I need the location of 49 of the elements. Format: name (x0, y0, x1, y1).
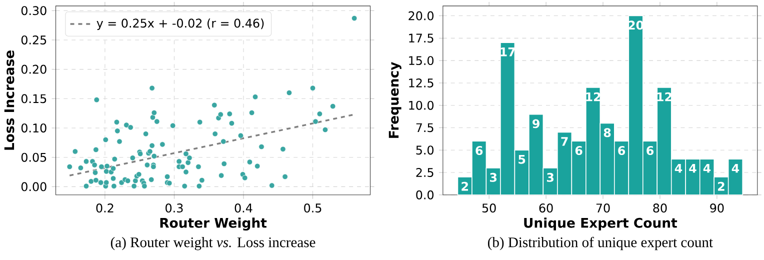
y-tick-label: 0.0 (416, 190, 434, 200)
data-label: 4 (674, 164, 682, 172)
data-label: 2 (718, 182, 724, 191)
data-label: 6 (646, 146, 654, 155)
data-label: 5 (518, 154, 526, 164)
x-tick-label: 80 (653, 203, 667, 212)
y-tick-label: 0.05 (21, 152, 46, 162)
y-tick-label: 2.5 (416, 168, 434, 177)
x-tick-label: 70 (596, 203, 610, 212)
y-axis-title: Frequency (388, 62, 402, 138)
data-label: 4 (689, 164, 696, 172)
data-label: 6 (476, 146, 483, 155)
data-label: 9 (532, 119, 540, 128)
x-tick-label: 50 (482, 203, 496, 212)
y-tick-label: 0.30 (21, 6, 46, 15)
x-tick-label: 60 (539, 203, 553, 212)
y-tick-label: 20.0 (408, 11, 434, 20)
data-label: 6 (618, 146, 626, 155)
data-label: 3 (490, 172, 497, 182)
y-tick-label: 0.15 (21, 94, 46, 104)
data-label: 3 (546, 172, 554, 182)
y-tick-label: 15.0 (409, 56, 434, 65)
data-label: 4 (732, 164, 740, 172)
x-tick-label: 0.4 (234, 203, 252, 212)
y-tick-label: 5.0 (416, 145, 434, 154)
data-label: 8 (604, 128, 611, 137)
x-tick-label: 90 (710, 203, 724, 212)
x-tick-label: 0.3 (166, 203, 183, 212)
x-tick-label: 0.2 (96, 203, 114, 212)
x-tick-label: 0.5 (304, 203, 322, 212)
text: (a) Router weight vs. Loss increase (110, 236, 316, 250)
y-tick-label: 0.00 (21, 182, 46, 192)
text: (b) Distribution of unique expert count (488, 236, 713, 250)
x-axis-title: Unique Expert Count (524, 217, 678, 230)
data-label: 7 (561, 136, 568, 146)
y-tick-label: 12.5 (409, 78, 434, 88)
y-tick-label: 17.5 (409, 34, 434, 42)
y-tick-label: 0.10 (21, 123, 46, 132)
y-tick-label: 0.25 (21, 35, 46, 44)
data-label: 4 (703, 164, 711, 172)
y-tick-label: 0.20 (21, 64, 46, 74)
y-axis-title: Loss Increase (4, 50, 14, 150)
x-axis-title: Router Weight (160, 217, 267, 230)
y-tick-label: 7.5 (416, 123, 434, 132)
legend-label: y = 0.25x + -0.02 (r = 0.46) (96, 18, 264, 30)
y-tick-label: 10.0 (409, 100, 434, 110)
data-label: 12 (657, 92, 672, 102)
data-label: 6 (575, 146, 582, 155)
data-label: 2 (462, 182, 468, 191)
